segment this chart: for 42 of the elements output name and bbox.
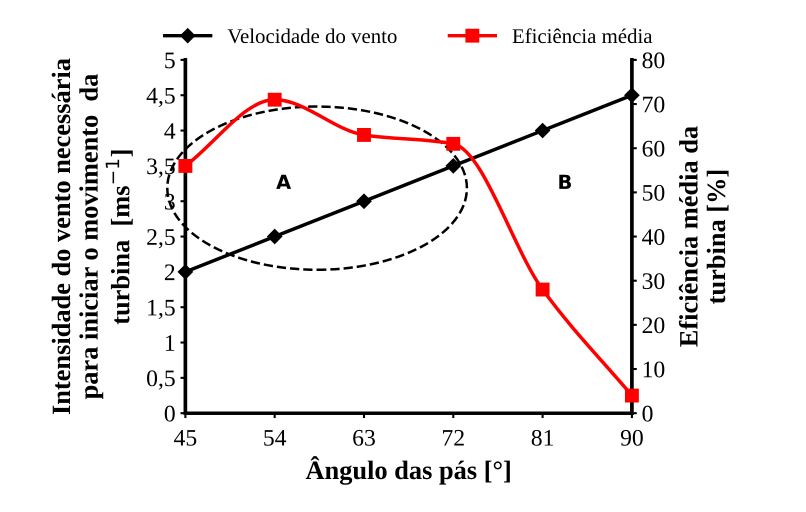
point: [446, 158, 461, 174]
point: [536, 282, 550, 296]
point: [178, 158, 192, 173]
y2-tick-label: 50: [643, 184, 664, 201]
y-tick-label: 0: [164, 406, 175, 422]
y-tick-label: 2: [164, 264, 174, 280]
x-tick-label: 90: [620, 430, 643, 446]
y-tick-label: 1,5: [148, 300, 175, 320]
point: [267, 228, 282, 244]
x-tick-label: 45: [174, 430, 196, 446]
y2-tick-label: 40: [642, 229, 664, 245]
x-axis-title: Ângulo das pás [°]: [306, 456, 510, 485]
point: [535, 122, 550, 138]
y-tick-label: 1: [166, 335, 174, 351]
y-tick-label: 0,5: [147, 370, 175, 390]
point: [356, 194, 372, 209]
legend-label: Eficiência média: [512, 28, 652, 44]
y-tick-label: 5: [165, 52, 175, 68]
y2-axis-title: Eficiência média da turbina [%]: [678, 126, 729, 347]
y-tick-label: 3,5: [147, 158, 175, 178]
y2-tick-label: 10: [644, 362, 664, 378]
annotation: A: [276, 174, 292, 189]
x-tick-label: 54: [264, 430, 286, 446]
y2-tick-label: 70: [643, 96, 664, 112]
y2-tick-label: 60: [642, 140, 664, 157]
x-tick-label: 81: [532, 430, 553, 446]
y2-tick-label: 20: [642, 317, 664, 334]
y-tick-label: 2,5: [147, 229, 175, 248]
point: [357, 128, 371, 142]
y2-tick-label: 0: [642, 406, 653, 422]
x-tick-label: 72: [443, 430, 464, 446]
y-tick-label: 4: [164, 123, 176, 139]
annotation: B: [559, 174, 571, 189]
legend-label: Velocidade do vento: [228, 28, 397, 44]
y-tick-label: 4,5: [146, 88, 175, 108]
y2-tick-label: 80: [642, 52, 664, 68]
y-axis-title: Intensidade do vento necessária para iniciar o movimento da turbina [ms$^{−1}$]: [52, 58, 133, 414]
point: [446, 136, 460, 151]
x-tick-label: 63: [353, 430, 375, 446]
y2-tick-label: 30: [642, 273, 664, 290]
point: [624, 388, 639, 402]
point: [268, 92, 282, 107]
